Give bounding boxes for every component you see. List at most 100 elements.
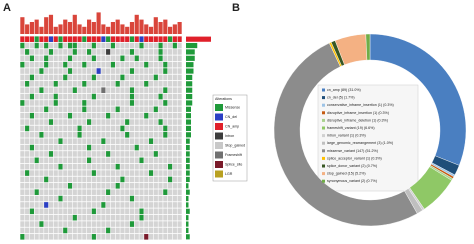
empty-cell [48, 183, 54, 189]
alteration-cell [163, 61, 168, 68]
empty-cell [139, 112, 144, 119]
empty-cell [39, 144, 44, 151]
empty-cell [44, 227, 49, 234]
empty-cell [20, 93, 25, 100]
empty-cell [87, 87, 92, 93]
empty-cell [144, 144, 149, 151]
sample-bar [120, 24, 125, 34]
empty-cell [91, 189, 96, 195]
empty-cell [44, 144, 49, 151]
empty-cell [87, 106, 92, 113]
legend-swatch [322, 172, 325, 176]
empty-cell [96, 132, 101, 138]
empty-cell [39, 55, 44, 62]
legend-label: CN_del [225, 115, 237, 119]
empty-cell [39, 138, 44, 144]
empty-cell [134, 138, 139, 144]
empty-cell [29, 183, 34, 189]
gene-bar [186, 164, 190, 170]
empty-cell [48, 163, 54, 170]
alteration-cell [20, 100, 25, 106]
empty-cell [177, 208, 182, 215]
sample-bar [34, 19, 39, 34]
empty-cell [115, 49, 120, 55]
empty-cell [48, 42, 54, 49]
empty-cell [29, 138, 34, 144]
gene-bar [186, 93, 193, 100]
empty-cell [44, 183, 49, 189]
empty-cell [39, 170, 44, 176]
gene-bar [186, 202, 189, 208]
empty-cell [34, 55, 39, 62]
sample-bar [58, 24, 63, 34]
empty-cell [72, 119, 77, 125]
empty-cell [25, 183, 30, 189]
empty-cell [25, 68, 30, 74]
empty-cell [120, 87, 125, 93]
sample-bar [91, 22, 96, 34]
empty-cell [58, 208, 63, 215]
gene-bar [186, 100, 193, 106]
empty-cell [58, 227, 63, 234]
alteration-cell [163, 189, 168, 195]
empty-cell [129, 81, 135, 87]
empty-cell [48, 61, 54, 68]
empty-cell [82, 234, 87, 240]
gene-bar [186, 170, 190, 176]
empty-cell [168, 74, 173, 81]
empty-cell [34, 163, 39, 170]
empty-cell [87, 68, 92, 74]
empty-cell [110, 125, 115, 132]
empty-cell [115, 189, 120, 195]
empty-cell [120, 214, 125, 221]
empty-cell [44, 214, 49, 221]
empty-cell [129, 157, 135, 164]
empty-cell [115, 202, 120, 208]
alteration-cell [58, 163, 63, 170]
empty-cell [115, 132, 120, 138]
empty-cell [96, 227, 101, 234]
alteration-cell [115, 183, 120, 189]
empty-cell [177, 81, 182, 87]
empty-cell [168, 208, 173, 215]
empty-cell [120, 202, 125, 208]
empty-cell [63, 55, 68, 62]
empty-cell [96, 163, 101, 170]
empty-cell [125, 176, 130, 183]
empty-cell [39, 176, 44, 183]
alteration-cell [29, 208, 34, 215]
empty-cell [144, 119, 149, 125]
empty-cell [91, 151, 96, 157]
empty-cell [82, 138, 87, 144]
empty-cell [134, 189, 139, 195]
empty-cell [87, 93, 92, 100]
empty-cell [53, 202, 58, 208]
empty-cell [53, 214, 58, 221]
alteration-cell [44, 106, 49, 113]
empty-cell [58, 157, 63, 164]
empty-cell [29, 100, 34, 106]
empty-cell [177, 221, 182, 227]
empty-cell [134, 87, 139, 93]
empty-cell [110, 183, 115, 189]
empty-cell [134, 106, 139, 113]
empty-cell [158, 189, 163, 195]
empty-cell [77, 119, 82, 125]
empty-cell [67, 163, 73, 170]
empty-cell [106, 157, 111, 164]
empty-cell [53, 208, 58, 215]
empty-cell [34, 234, 39, 240]
empty-cell [163, 138, 168, 144]
legend-label: intron_variant (1) (0.3%) [327, 134, 366, 138]
empty-cell [53, 106, 58, 113]
alteration-cell [163, 87, 168, 93]
empty-cell [153, 55, 158, 62]
empty-cell [153, 119, 158, 125]
gene-bar [186, 42, 198, 49]
empty-cell [115, 55, 120, 62]
empty-cell [53, 138, 58, 144]
empty-cell [125, 144, 130, 151]
sample-bar [139, 19, 144, 34]
empty-cell [34, 138, 39, 144]
empty-cell [106, 81, 111, 87]
